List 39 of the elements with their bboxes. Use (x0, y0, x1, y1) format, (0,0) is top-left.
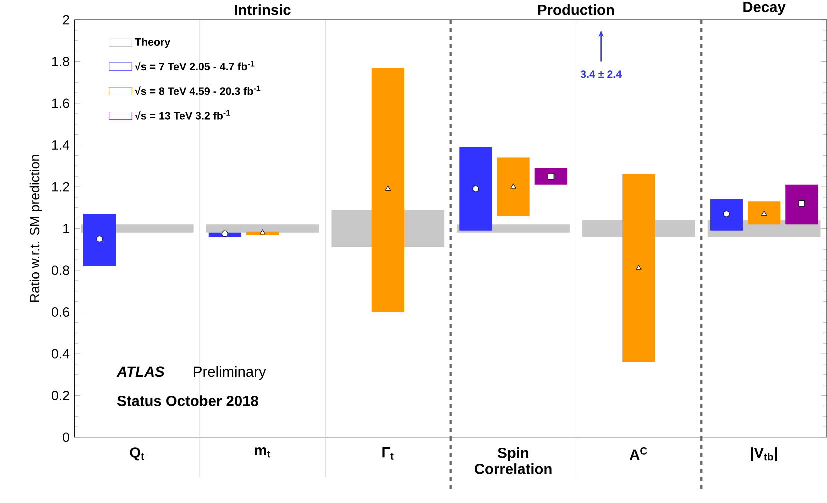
bar (460, 147, 492, 231)
x-tick-label: |V$_{tb}$| (751, 448, 778, 462)
annotation: ATLAS (116, 366, 165, 378)
y-tick-label: 0.6 (52, 308, 70, 318)
text: Intrinsic (235, 4, 291, 16)
y-tick-label: 0.2 (52, 391, 70, 401)
y-tick-label: 1.4 (52, 140, 70, 150)
y-tick-label: 0.8 (52, 266, 70, 276)
y-tick-label: 1.2 (52, 182, 70, 192)
legend-label: √s = 8 TeV 4.59 - 20.3 fb$^{-1}$ (135, 86, 261, 96)
bar (83, 214, 116, 266)
y-tick-label: 0 (63, 432, 70, 442)
y-tick-label: 1.6 (52, 98, 70, 108)
annotation: Preliminary (194, 366, 266, 380)
y-tick-label: 1.8 (52, 57, 70, 67)
bar (372, 68, 404, 312)
annotation: Status October 2018 (117, 396, 258, 406)
x-tick-label: A$^{C}$ (630, 448, 648, 460)
bar (497, 158, 530, 216)
y-tick-label: 1 (64, 224, 70, 234)
bar (748, 202, 781, 225)
x-tick-label: m$_{t}$ (255, 448, 271, 458)
x-tick-label: Q$_{t}$ (130, 448, 144, 461)
x-tick-label: Γ$_{t}$ (382, 448, 394, 460)
x-tick-label: Spin Correlation (475, 448, 552, 474)
y-tick-label: 2 (63, 15, 70, 25)
text: Decay (744, 2, 786, 16)
annotation: 3.4 ± 2.4 (580, 70, 622, 78)
legend-label: Theory (135, 38, 171, 48)
y-axis-title: Ratio w.r.t. SM prediction (30, 155, 42, 302)
bar (206, 224, 320, 233)
bar (534, 168, 568, 185)
bar (622, 174, 656, 362)
y-tick-label: 0.4 (52, 349, 70, 359)
text: Production (538, 4, 614, 16)
bar (710, 200, 743, 231)
legend-label: √s = 7 TeV 2.05 - 4.7 fb$^{-1}$ (135, 61, 255, 71)
bar (786, 184, 818, 225)
legend-label: √s = 13 TeV 3.2 fb$^{-1}$ (135, 110, 230, 120)
